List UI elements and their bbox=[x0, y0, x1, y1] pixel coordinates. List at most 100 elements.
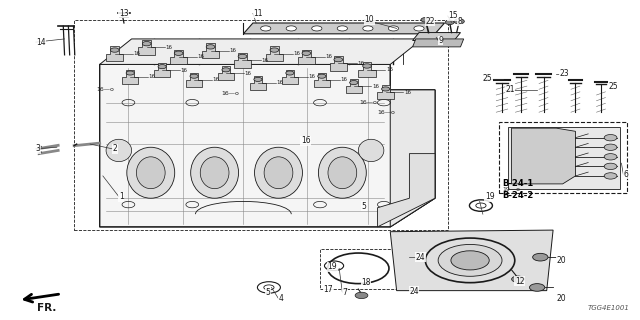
Text: 20: 20 bbox=[556, 294, 566, 303]
Text: 16: 16 bbox=[308, 74, 316, 79]
Text: 11: 11 bbox=[253, 9, 262, 18]
Circle shape bbox=[254, 77, 262, 81]
Circle shape bbox=[260, 26, 271, 31]
Text: 16—o: 16—o bbox=[97, 87, 115, 92]
Text: 16: 16 bbox=[372, 84, 379, 89]
Circle shape bbox=[337, 26, 348, 31]
Polygon shape bbox=[243, 23, 445, 34]
Circle shape bbox=[174, 51, 183, 55]
Ellipse shape bbox=[127, 147, 175, 198]
Circle shape bbox=[445, 20, 454, 25]
Polygon shape bbox=[330, 56, 347, 71]
Circle shape bbox=[451, 251, 489, 270]
Polygon shape bbox=[314, 73, 330, 87]
Circle shape bbox=[532, 253, 548, 261]
Ellipse shape bbox=[264, 157, 293, 189]
Polygon shape bbox=[170, 50, 188, 64]
Text: 25: 25 bbox=[483, 74, 492, 83]
Text: 21: 21 bbox=[505, 85, 515, 94]
Circle shape bbox=[604, 163, 617, 170]
Polygon shape bbox=[250, 76, 266, 90]
Polygon shape bbox=[100, 39, 422, 64]
Circle shape bbox=[312, 26, 322, 31]
Text: 19: 19 bbox=[328, 262, 337, 271]
Polygon shape bbox=[202, 43, 220, 58]
Text: 18: 18 bbox=[362, 278, 371, 287]
Text: 16: 16 bbox=[325, 54, 332, 60]
Ellipse shape bbox=[106, 139, 132, 162]
Text: 16: 16 bbox=[180, 68, 188, 73]
Text: 16: 16 bbox=[198, 54, 205, 60]
Circle shape bbox=[206, 45, 215, 49]
Ellipse shape bbox=[200, 157, 229, 189]
Circle shape bbox=[414, 26, 424, 31]
Polygon shape bbox=[390, 90, 435, 227]
Text: 19—o: 19—o bbox=[502, 188, 521, 193]
Text: 22: 22 bbox=[426, 17, 435, 26]
Text: 16—o: 16—o bbox=[378, 110, 396, 115]
Polygon shape bbox=[266, 46, 283, 61]
Circle shape bbox=[604, 173, 617, 179]
Polygon shape bbox=[186, 73, 202, 87]
Text: 20: 20 bbox=[556, 256, 566, 265]
Text: 16: 16 bbox=[166, 45, 173, 50]
Text: 16—o: 16—o bbox=[360, 100, 378, 105]
Text: 24: 24 bbox=[410, 287, 419, 296]
Circle shape bbox=[454, 19, 465, 24]
Circle shape bbox=[334, 58, 342, 62]
Polygon shape bbox=[358, 62, 376, 77]
Text: 25: 25 bbox=[609, 82, 618, 91]
Ellipse shape bbox=[136, 157, 165, 189]
Text: 16: 16 bbox=[357, 61, 364, 66]
Ellipse shape bbox=[255, 147, 303, 198]
Polygon shape bbox=[122, 69, 138, 84]
Text: 16: 16 bbox=[212, 77, 220, 82]
Circle shape bbox=[438, 244, 502, 276]
Polygon shape bbox=[100, 64, 435, 227]
Circle shape bbox=[363, 64, 371, 68]
Text: 4: 4 bbox=[278, 294, 284, 303]
Text: 16: 16 bbox=[148, 74, 156, 79]
Text: 16: 16 bbox=[230, 48, 236, 53]
Text: 7: 7 bbox=[342, 288, 348, 297]
Text: 10: 10 bbox=[365, 15, 374, 24]
Polygon shape bbox=[138, 40, 156, 55]
Circle shape bbox=[604, 144, 617, 150]
Circle shape bbox=[604, 154, 617, 160]
Text: 1: 1 bbox=[119, 192, 124, 201]
Text: 6: 6 bbox=[623, 170, 628, 179]
Text: 14: 14 bbox=[36, 38, 45, 47]
Circle shape bbox=[511, 276, 524, 282]
Ellipse shape bbox=[328, 157, 356, 189]
Circle shape bbox=[190, 74, 198, 78]
Circle shape bbox=[355, 292, 368, 299]
Text: B-24-1: B-24-1 bbox=[502, 180, 533, 188]
Text: 13: 13 bbox=[119, 9, 129, 18]
Ellipse shape bbox=[358, 139, 384, 162]
Circle shape bbox=[381, 87, 390, 91]
Circle shape bbox=[286, 71, 294, 75]
Circle shape bbox=[270, 48, 279, 52]
Text: TGG4E1001: TGG4E1001 bbox=[588, 305, 630, 311]
Text: 9: 9 bbox=[438, 36, 443, 45]
Text: 16: 16 bbox=[244, 71, 252, 76]
Circle shape bbox=[604, 134, 617, 141]
Polygon shape bbox=[413, 39, 464, 47]
Circle shape bbox=[421, 18, 430, 22]
Circle shape bbox=[302, 51, 310, 55]
Polygon shape bbox=[508, 126, 620, 189]
Text: 3: 3 bbox=[36, 144, 41, 153]
Circle shape bbox=[363, 26, 373, 31]
Circle shape bbox=[286, 26, 296, 31]
Circle shape bbox=[238, 54, 247, 59]
Text: 16: 16 bbox=[301, 136, 310, 145]
Polygon shape bbox=[234, 53, 251, 68]
Polygon shape bbox=[390, 230, 553, 291]
Text: 16: 16 bbox=[404, 90, 411, 95]
Text: 5: 5 bbox=[362, 202, 366, 211]
Text: 16: 16 bbox=[261, 58, 268, 63]
Ellipse shape bbox=[191, 147, 239, 198]
Polygon shape bbox=[298, 50, 315, 64]
Text: 16: 16 bbox=[340, 77, 347, 82]
Text: 12: 12 bbox=[515, 276, 524, 285]
